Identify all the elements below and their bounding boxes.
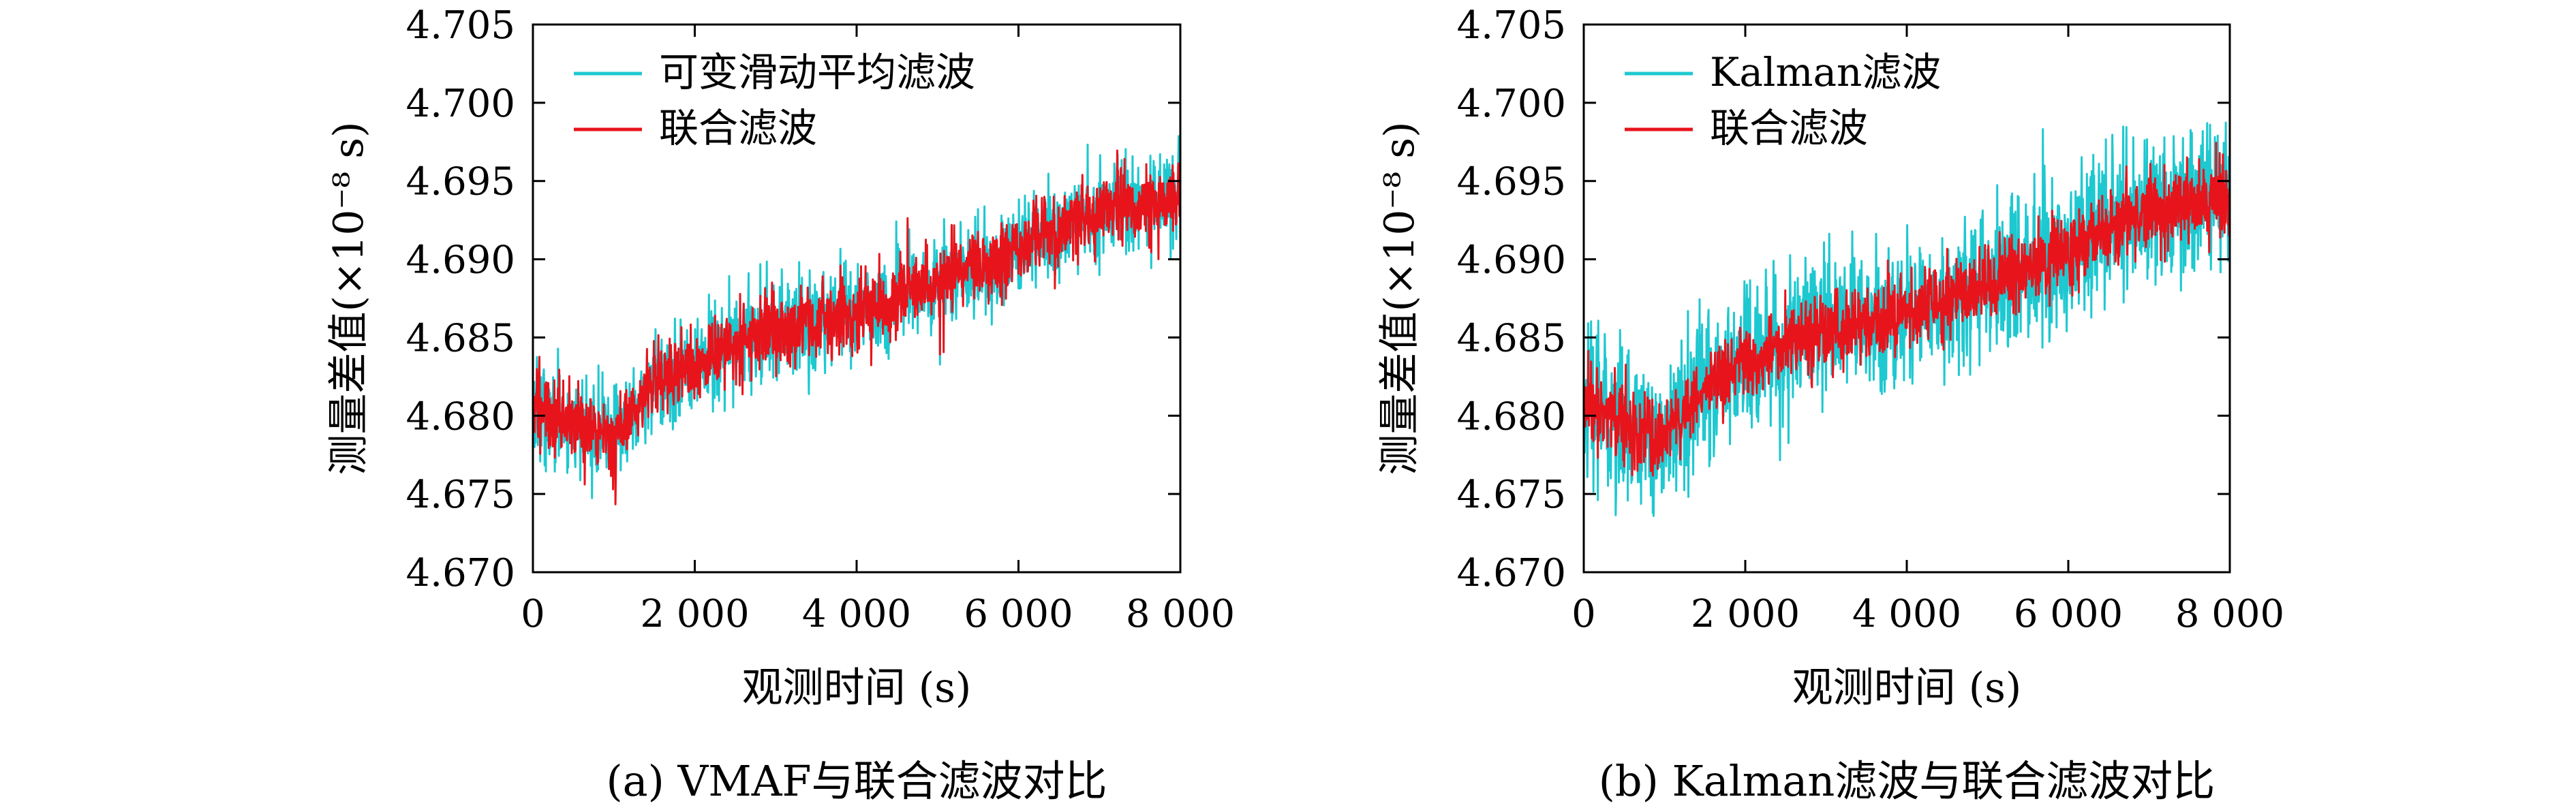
x-axis-label: 观测时间 (s) — [1792, 664, 2022, 712]
y-tick-label: 4.670 — [1457, 551, 1566, 595]
legend-label: 联合滤波 — [1710, 105, 1868, 151]
y-tick-label: 4.685 — [406, 316, 515, 360]
y-tick-label: 4.680 — [406, 394, 515, 439]
x-tick-label: 4 000 — [1852, 592, 1961, 636]
x-tick-label: 0 — [1571, 592, 1596, 636]
x-tick-label: 8 000 — [1126, 592, 1235, 636]
legend-label: Kalman滤波 — [1710, 49, 1941, 95]
y-tick-label: 4.675 — [406, 473, 515, 517]
x-tick-label: 4 000 — [802, 592, 911, 636]
y-tick-label: 4.675 — [1457, 473, 1566, 517]
series-line-joint-filter — [1584, 142, 2230, 477]
y-tick-label: 4.705 — [1457, 3, 1566, 48]
y-tick-label: 4.695 — [406, 160, 515, 204]
y-tick-label: 4.705 — [406, 3, 515, 48]
chart-panel-b: 4.670 4.675 4.680 4.685 4.690 4.695 4.700 4.705… — [1376, 3, 2284, 806]
y-tick-label: 4.670 — [406, 551, 515, 595]
figure-caption: (a) VMAF与联合滤波对比 — [606, 756, 1107, 806]
y-tick-label: 4.700 — [406, 82, 515, 126]
x-axis-label: 观测时间 (s) — [742, 664, 972, 712]
y-tick-label: 4.700 — [1457, 82, 1566, 126]
y-tick-label: 4.680 — [1457, 394, 1566, 439]
y-axis-label: 测量差值(×10⁻⁸ s) — [1376, 121, 1424, 475]
y-tick-label: 4.685 — [1457, 316, 1566, 360]
x-tick-label: 2 000 — [1691, 592, 1800, 636]
x-tick-label: 6 000 — [964, 592, 1073, 636]
series-line-joint-filter — [533, 149, 1180, 505]
y-tick-label: 4.690 — [406, 238, 515, 283]
legend-label: 可变滑动平均滤波 — [659, 49, 975, 95]
x-tick-label: 6 000 — [2014, 592, 2123, 636]
y-axis-label: 测量差值(×10⁻⁸ s) — [325, 121, 373, 475]
legend-label: 联合滤波 — [659, 105, 817, 151]
x-tick-label: 8 000 — [2175, 592, 2284, 636]
chart-panel-a: 4.670 4.675 4.680 4.685 4.690 4.695 4.700 4.705… — [325, 3, 1235, 806]
figure-caption: (b) Kalman滤波与联合滤波对比 — [1599, 756, 2215, 806]
x-tick-label: 2 000 — [640, 592, 749, 636]
x-tick-label: 0 — [521, 592, 545, 636]
y-tick-label: 4.690 — [1457, 238, 1566, 283]
y-tick-label: 4.695 — [1457, 160, 1566, 204]
